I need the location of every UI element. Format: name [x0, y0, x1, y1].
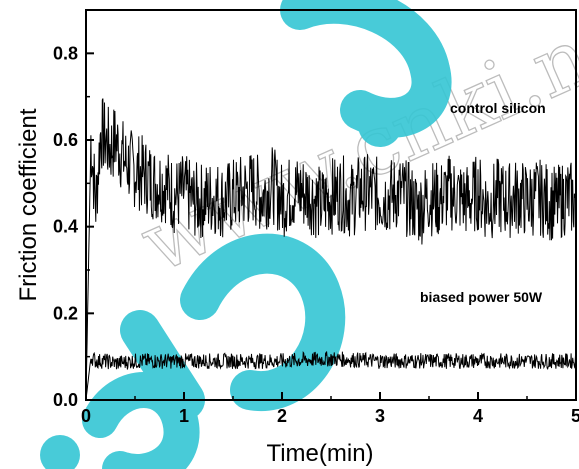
x-axis-title: Time(min) — [266, 440, 373, 467]
x-tick-label: 1 — [179, 406, 189, 426]
watermark-text: www.cnki.net — [127, 0, 579, 292]
x-tick-label: 4 — [473, 406, 483, 426]
x-tick-label: 0 — [81, 406, 91, 426]
series-line-0 — [85, 98, 577, 401]
watermark-overlay-dot-a — [358, 103, 402, 147]
y-tick-label: 0.0 — [53, 390, 78, 410]
x-tick-label: 2 — [277, 406, 287, 426]
y-tick-label: 0.4 — [53, 217, 78, 237]
annotation-biased-power: biased power 50W — [420, 289, 543, 305]
series-layer — [85, 98, 577, 401]
watermark-overlay-stroke-a — [280, 0, 452, 138]
watermark-overlay-dot-b — [40, 435, 80, 469]
series-line-1 — [85, 350, 577, 401]
x-tick-label: 3 — [375, 406, 385, 426]
y-axis-ticks: 0.0 0.2 0.4 0.6 0.8 — [53, 43, 94, 410]
watermark-overlay-stroke-d — [82, 372, 200, 469]
watermark-overlay-stroke-b — [180, 233, 346, 412]
annotation-control-silicon: control silicon — [450, 100, 546, 116]
y-axis-title: Friction coefficient — [15, 108, 42, 301]
y-tick-label: 0.6 — [53, 130, 78, 150]
y-tick-label: 0.8 — [53, 43, 78, 63]
y-tick-label: 0.2 — [53, 303, 78, 323]
x-axis-ticks: 0 1 2 3 4 5 — [81, 392, 579, 426]
x-tick-label: 5 — [571, 406, 579, 426]
